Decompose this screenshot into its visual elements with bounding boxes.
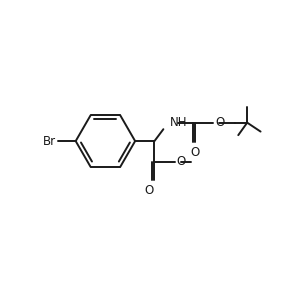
Text: O: O [145, 184, 154, 197]
Text: Br: Br [43, 135, 56, 148]
Text: NH: NH [170, 116, 188, 129]
Text: O: O [190, 146, 199, 158]
Text: O: O [215, 116, 225, 129]
Text: O: O [177, 155, 186, 168]
